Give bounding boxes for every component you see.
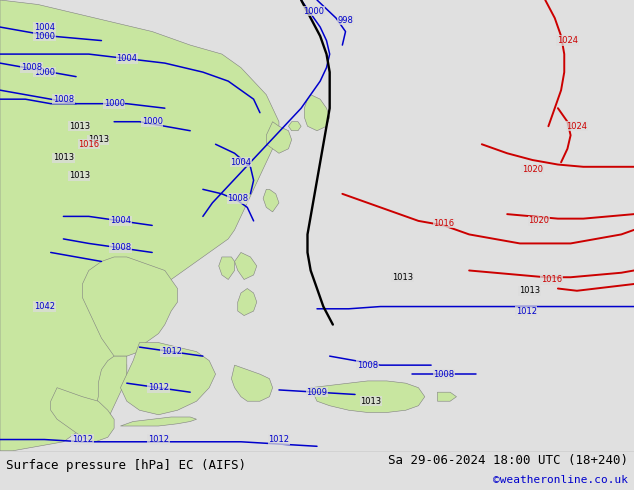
Text: 1013: 1013 — [68, 122, 90, 131]
Polygon shape — [263, 189, 279, 212]
Text: 1013: 1013 — [53, 153, 74, 162]
Text: 1024: 1024 — [557, 36, 578, 45]
Text: 1013: 1013 — [68, 172, 90, 180]
Polygon shape — [437, 392, 456, 401]
Polygon shape — [51, 388, 114, 442]
Polygon shape — [238, 289, 257, 316]
Text: 1000: 1000 — [103, 99, 125, 108]
Text: 1000: 1000 — [303, 7, 325, 16]
Text: 1009: 1009 — [306, 388, 328, 397]
Polygon shape — [89, 356, 127, 440]
Text: Surface pressure [hPa] EC (AIFS): Surface pressure [hPa] EC (AIFS) — [6, 459, 247, 472]
Polygon shape — [231, 365, 273, 401]
Text: 1008: 1008 — [357, 361, 378, 369]
Text: 1012: 1012 — [72, 435, 93, 444]
Polygon shape — [304, 95, 330, 131]
Text: 1013: 1013 — [360, 397, 382, 406]
Text: 1008: 1008 — [53, 95, 74, 104]
Text: 1013: 1013 — [392, 273, 413, 282]
Polygon shape — [82, 257, 178, 356]
Text: 1020: 1020 — [522, 165, 543, 173]
Text: Sa 29-06-2024 18:00 UTC (18+240): Sa 29-06-2024 18:00 UTC (18+240) — [387, 454, 628, 467]
Text: 1012: 1012 — [160, 347, 182, 356]
Text: 998: 998 — [337, 16, 354, 25]
Text: 1008: 1008 — [433, 369, 455, 379]
Text: 1016: 1016 — [78, 140, 100, 149]
Text: 1012: 1012 — [148, 383, 169, 392]
Text: 1008: 1008 — [110, 244, 131, 252]
Text: 1004: 1004 — [116, 54, 138, 63]
Polygon shape — [120, 343, 216, 415]
Text: ©weatheronline.co.uk: ©weatheronline.co.uk — [493, 475, 628, 485]
Text: 1016: 1016 — [541, 275, 562, 284]
Text: 1004: 1004 — [230, 158, 252, 167]
Text: 1016: 1016 — [433, 219, 455, 228]
Polygon shape — [0, 0, 279, 451]
Text: 1012: 1012 — [515, 307, 537, 316]
Text: 1000: 1000 — [141, 117, 163, 126]
Polygon shape — [120, 417, 197, 426]
Text: 1012: 1012 — [148, 435, 169, 444]
Text: 1004: 1004 — [34, 23, 55, 31]
Polygon shape — [311, 381, 425, 413]
Text: 1013: 1013 — [87, 135, 109, 144]
Text: 1008: 1008 — [21, 63, 42, 72]
Text: 1042: 1042 — [34, 302, 55, 311]
Polygon shape — [219, 257, 235, 279]
Text: 1020: 1020 — [528, 217, 550, 225]
Text: 1013: 1013 — [519, 286, 540, 295]
Text: 1000: 1000 — [34, 31, 55, 41]
Polygon shape — [235, 252, 257, 279]
Text: 1024: 1024 — [566, 122, 588, 131]
Text: 1004: 1004 — [110, 217, 131, 225]
Text: 1008: 1008 — [227, 194, 249, 203]
Polygon shape — [288, 122, 301, 131]
Text: 1000: 1000 — [34, 68, 55, 76]
Polygon shape — [266, 122, 292, 153]
Text: 1012: 1012 — [268, 435, 290, 444]
